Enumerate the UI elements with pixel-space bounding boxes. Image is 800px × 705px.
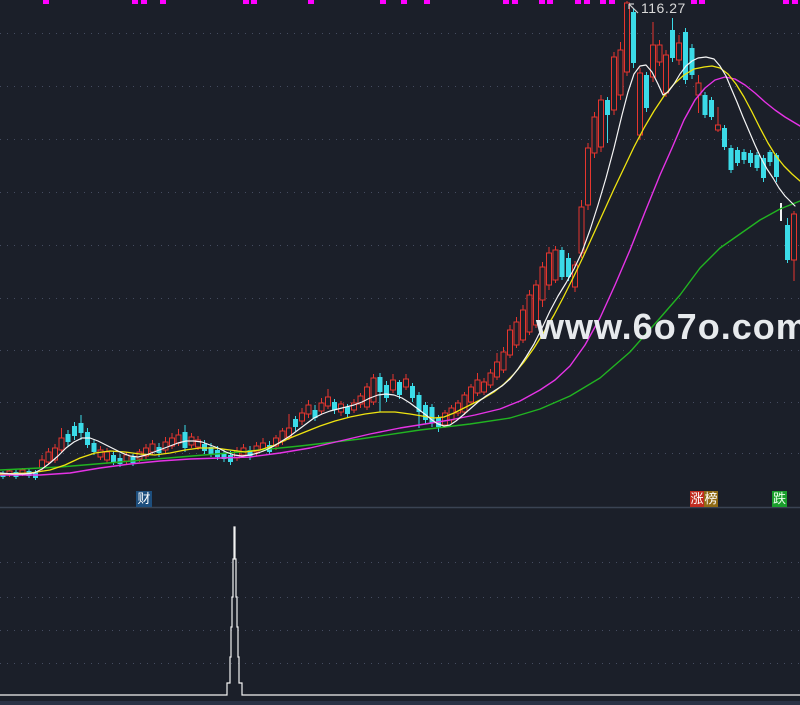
sub-indicator (0, 526, 800, 696)
ma-mid-magenta (0, 76, 800, 476)
tag-rank[interactable]: 榜 (704, 491, 718, 507)
ma-fast-white (0, 56, 796, 475)
bottom-scroll-strip[interactable] (0, 701, 800, 705)
tag-gainers[interactable]: 涨 (690, 491, 704, 507)
ma-lines (0, 56, 800, 476)
price-annotation: 116.27 (641, 0, 686, 16)
annotation-arrow-icon (628, 3, 639, 14)
tag-finance[interactable]: 财 (136, 491, 152, 507)
watermark: www.6o7o.com (536, 306, 800, 347)
signal-marks (43, 0, 798, 4)
ma-short-yellow (0, 65, 800, 475)
tag-group-right: 涨 榜 (690, 491, 718, 507)
tag-losers[interactable]: 跌 (772, 491, 787, 507)
ma-long-green (0, 200, 800, 471)
candlesticks (0, 1, 797, 480)
